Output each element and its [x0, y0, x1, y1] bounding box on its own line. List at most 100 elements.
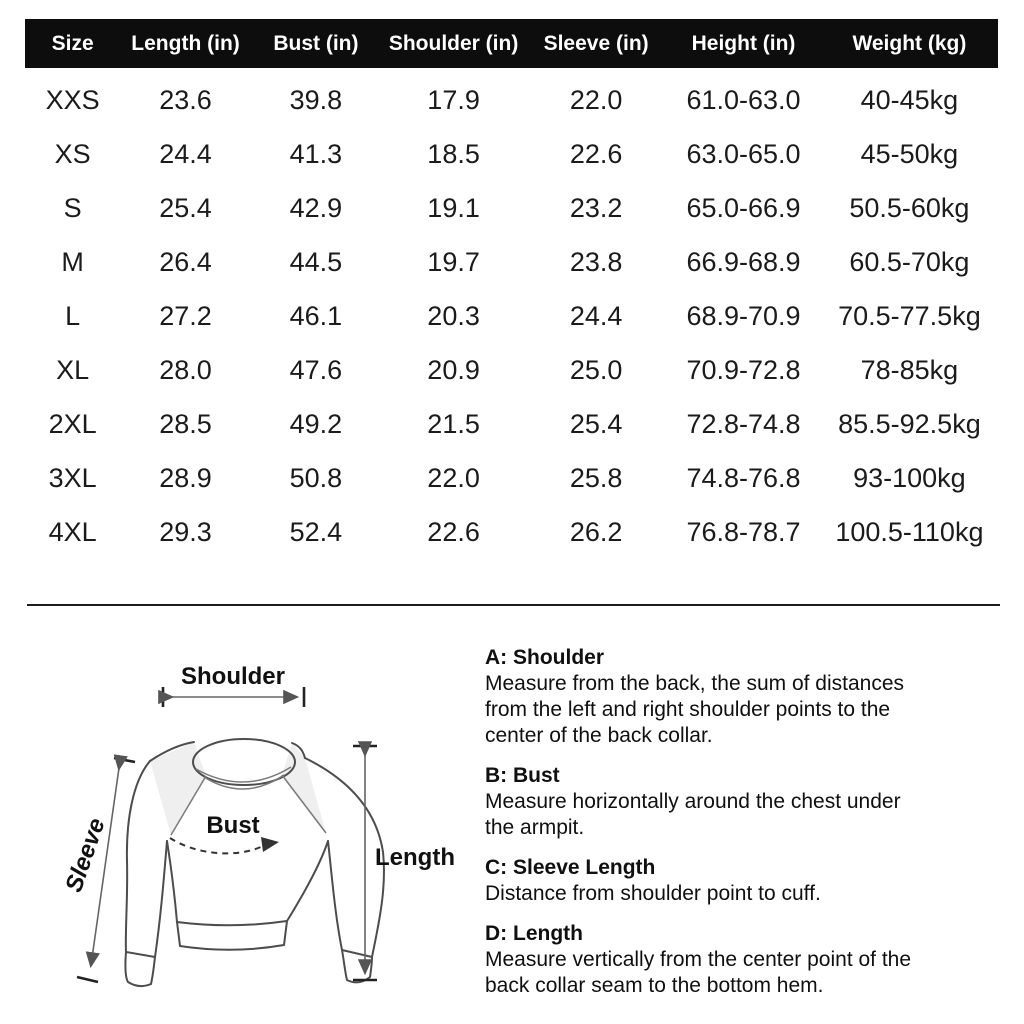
- column-header-3: Shoulder (in): [388, 31, 519, 55]
- instruction-item-0: A: Shoulder Measure from the back, the su…: [485, 645, 965, 749]
- cell-XL-2: 47.6: [289, 354, 343, 385]
- cell-S-5: 65.0-66.9: [686, 192, 801, 223]
- cell-3XL-2: 50.8: [289, 462, 343, 493]
- cell-M-2: 44.5: [289, 246, 343, 277]
- cell-L-5: 68.9-70.9: [686, 300, 801, 331]
- cell-XXS-4: 22.0: [569, 84, 623, 115]
- instruction-line: center of the back collar.: [485, 724, 713, 747]
- instruction-line: Measure from the back, the sum of distan…: [485, 672, 905, 695]
- instruction-title: B: Bust: [485, 764, 560, 787]
- cell-4XL-4: 26.2: [569, 516, 623, 547]
- column-header-4: Sleeve (in): [543, 31, 649, 55]
- instruction-item-3: D: Length Measure vertically from the cen…: [485, 921, 965, 999]
- cell-3XL-3: 22.0: [427, 462, 480, 493]
- cell-3XL-0: 3XL: [48, 462, 97, 493]
- cell-XXS-5: 61.0-63.0: [686, 84, 801, 115]
- table-row-2XL: 2XL 28.5 49.2 21.5 25.4 72.8-74.8 85.5-92.5kg: [25, 397, 998, 451]
- cell-4XL-1: 29.3: [159, 516, 212, 547]
- column-header-2: Bust (in): [273, 31, 359, 55]
- collar: [192, 738, 296, 786]
- cell-M-6: 60.5-70kg: [849, 246, 970, 277]
- instruction-item-1: B: Bust Measure horizontally around the c…: [485, 763, 965, 841]
- cell-L-0: L: [65, 300, 81, 331]
- cell-4XL-3: 22.6: [427, 516, 480, 547]
- cell-S-6: 50.5-60kg: [849, 192, 970, 223]
- length-measure-arrow: [353, 741, 377, 982]
- sleeve-measure-arrow: [76, 754, 136, 984]
- cell-XXS-0: XXS: [45, 84, 100, 115]
- cell-3XL-6: 93-100kg: [853, 462, 966, 493]
- size-table-header: Size Length (in) Bust (in) Shoulder (in) Sle…: [25, 19, 998, 68]
- cell-XL-6: 78-85kg: [860, 354, 959, 385]
- instruction-title: A: Shoulder: [485, 646, 604, 669]
- cell-XL-0: XL: [56, 354, 90, 385]
- cell-3XL-1: 28.9: [159, 462, 212, 493]
- cell-3XL-5: 74.8-76.8: [686, 462, 801, 493]
- table-row-XL: XL 28.0 47.6 20.9 25.0 70.9-72.8 78-85kg: [25, 343, 998, 397]
- column-header-1: Length (in): [131, 31, 240, 55]
- right-cuff: [341, 949, 373, 984]
- cell-XS-3: 18.5: [427, 138, 480, 169]
- table-row-4XL: 4XL 29.3 52.4 22.6 26.2 76.8-78.7 100.5-110kg: [25, 505, 998, 559]
- cell-XL-4: 25.0: [569, 354, 623, 385]
- cell-S-1: 25.4: [159, 192, 212, 223]
- cell-2XL-3: 21.5: [427, 408, 480, 439]
- cell-M-1: 26.4: [159, 246, 212, 277]
- measurement-diagram: Shoulder Bust Length Sleeve: [60, 663, 455, 988]
- instruction-line: from the left and right shoulder points …: [485, 698, 891, 721]
- cell-4XL-0: 4XL: [48, 516, 97, 547]
- instruction-title: C: Sleeve Length: [485, 856, 656, 879]
- cell-XS-5: 63.0-65.0: [686, 138, 801, 169]
- instruction-line: Measure horizontally around the chest un…: [485, 790, 901, 813]
- cell-XS-4: 22.6: [569, 138, 623, 169]
- size-table: Size Length (in) Bust (in) Shoulder (in) Sle…: [25, 19, 998, 559]
- cell-3XL-4: 25.8: [569, 462, 623, 493]
- instruction-title: D: Length: [485, 922, 583, 945]
- cell-M-0: M: [61, 246, 84, 277]
- bust-label: Bust: [206, 812, 259, 839]
- cell-XS-6: 45-50kg: [860, 138, 959, 169]
- cell-2XL-4: 25.4: [569, 408, 623, 439]
- column-header-0: Size: [51, 31, 94, 55]
- instruction-line: the armpit.: [485, 816, 585, 839]
- cell-M-4: 23.8: [569, 246, 623, 277]
- table-row-S: S 25.4 42.9 19.1 23.2 65.0-66.9 50.5-60kg: [25, 181, 998, 235]
- instruction-line: Distance from shoulder point to cuff.: [485, 882, 821, 905]
- cell-L-3: 20.3: [427, 300, 480, 331]
- cell-2XL-1: 28.5: [159, 408, 212, 439]
- size-table-body: XXS 23.6 39.8 17.9 22.0 61.0-63.0 40-45kg XS 24.…: [25, 73, 998, 559]
- section-divider: [27, 604, 1000, 606]
- table-row-M: M 26.4 44.5 19.7 23.8 66.9-68.9 60.5-70kg: [25, 235, 998, 289]
- cell-XS-2: 41.3: [289, 138, 343, 169]
- right-shoulder-panel: [282, 743, 326, 833]
- cell-4XL-6: 100.5-110kg: [835, 516, 984, 547]
- cell-S-3: 19.1: [427, 192, 480, 223]
- cell-S-2: 42.9: [289, 192, 343, 223]
- cell-2XL-0: 2XL: [48, 408, 97, 439]
- cell-XXS-2: 39.8: [289, 84, 343, 115]
- shoulder-measure-arrow: [158, 687, 306, 707]
- table-row-3XL: 3XL 28.9 50.8 22.0 25.8 74.8-76.8 93-100kg: [25, 451, 998, 505]
- cell-XXS-1: 23.6: [159, 84, 212, 115]
- cell-XXS-6: 40-45kg: [860, 84, 959, 115]
- table-row-XXS: XXS 23.6 39.8 17.9 22.0 61.0-63.0 40-45kg: [25, 73, 998, 127]
- measurement-instructions: A: Shoulder Measure from the back, the su…: [485, 645, 965, 1013]
- column-header-5: Height (in): [691, 31, 796, 55]
- cell-XL-3: 20.9: [427, 354, 480, 385]
- table-row-L: L 27.2 46.1 20.3 24.4 68.9-70.9 70.5-77.5kg: [25, 289, 998, 343]
- cell-XS-0: XS: [54, 138, 91, 169]
- cell-2XL-5: 72.8-74.8: [686, 408, 801, 439]
- cell-S-0: S: [63, 192, 82, 223]
- left-shoulder-panel: [150, 742, 206, 835]
- cell-L-2: 46.1: [289, 300, 343, 331]
- cell-M-3: 19.7: [427, 246, 480, 277]
- cell-XXS-3: 17.9: [427, 84, 480, 115]
- bust-measure-arrow: [169, 837, 279, 855]
- instruction-line: Measure vertically from the center point…: [485, 948, 912, 971]
- cell-XL-5: 70.9-72.8: [686, 354, 801, 385]
- table-row-XS: XS 24.4 41.3 18.5 22.6 63.0-65.0 45-50kg: [25, 127, 998, 181]
- cell-M-5: 66.9-68.9: [686, 246, 801, 277]
- instruction-line: back collar seam to the bottom hem.: [485, 974, 824, 997]
- raglan-seams: [170, 774, 327, 836]
- left-cuff: [124, 951, 156, 988]
